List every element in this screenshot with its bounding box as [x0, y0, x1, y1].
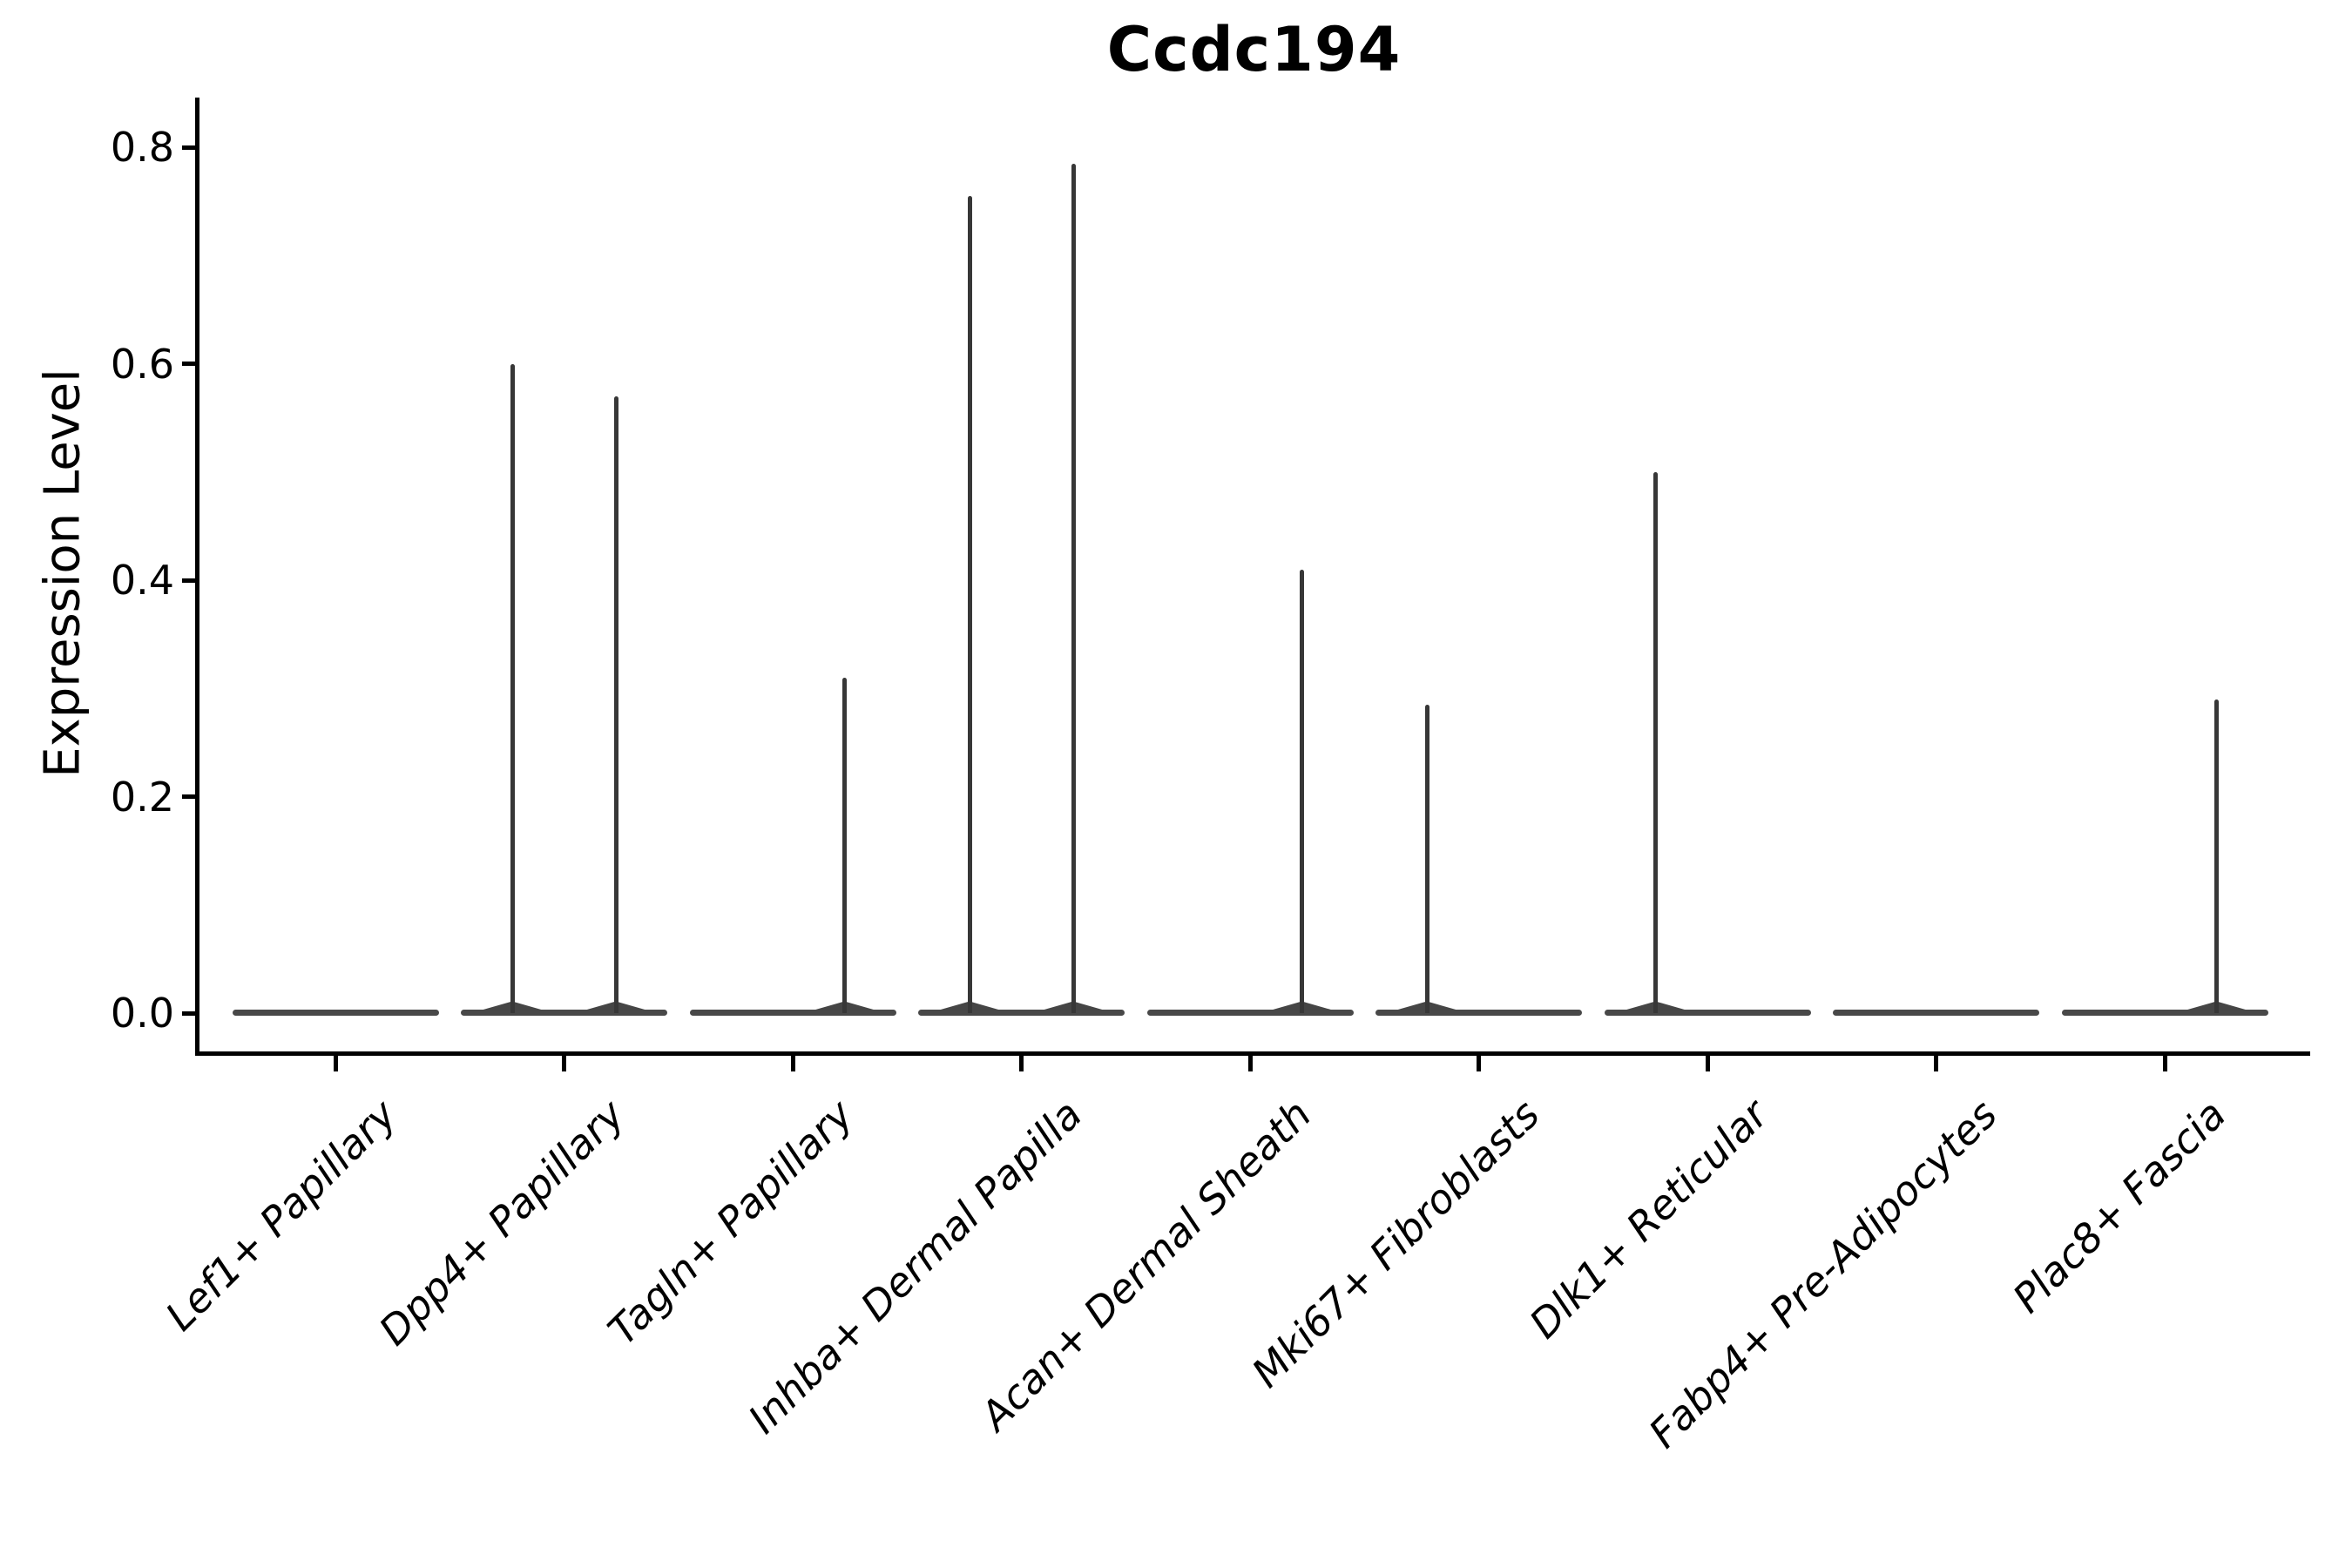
plot-title: Ccdc194 [1106, 14, 1402, 85]
x-axis-tick [790, 1056, 795, 1071]
y-axis-tick [182, 578, 196, 583]
violin-spike [842, 677, 847, 1013]
violin-spike [1300, 569, 1304, 1013]
violin-spike [510, 363, 515, 1013]
y-axis-tick-label: 0.0 [110, 990, 174, 1037]
violin-baseline [1833, 1010, 2039, 1016]
x-axis-tick [1477, 1056, 1481, 1071]
violin-spike [613, 395, 618, 1013]
violin-baseline [1604, 1010, 1811, 1016]
x-axis-tick [1934, 1056, 1938, 1071]
violin-baseline [1146, 1010, 1354, 1016]
x-axis-tick [1247, 1056, 1253, 1071]
x-axis-tick-label: Dpp4+ Papillary [370, 1091, 634, 1355]
violin-baseline [1375, 1010, 1582, 1016]
violin-baseline [918, 1010, 1125, 1016]
x-axis-tick [333, 1056, 338, 1071]
y-axis-tick [182, 794, 196, 799]
x-axis-tick-label: Lef1+ Papillary [156, 1091, 406, 1340]
y-axis-spine [195, 98, 199, 1056]
violin-baseline [461, 1010, 667, 1016]
x-axis-tick [1705, 1056, 1710, 1071]
x-axis-tick-label: Tagln+ Papillary [598, 1091, 863, 1355]
y-axis-tick [182, 145, 196, 150]
x-axis-tick-label: Plac8+ Fascia [2003, 1091, 2235, 1322]
x-axis-tick-label: Dlk1+ Reticular [1520, 1091, 1778, 1348]
violin-baseline [689, 1010, 896, 1016]
violin-spike [1424, 704, 1429, 1013]
y-axis-tick-label: 0.4 [110, 557, 174, 604]
violin-spike [1653, 471, 1658, 1013]
y-axis-tick-label: 0.6 [110, 340, 174, 388]
x-axis-tick [1019, 1056, 1024, 1071]
x-axis-spine [195, 1051, 2310, 1056]
y-axis-tick [182, 1010, 196, 1016]
y-axis-tick [182, 362, 196, 366]
x-axis-tick [2162, 1056, 2167, 1071]
y-axis-tick-label: 0.2 [110, 773, 174, 821]
violin-spike [2214, 699, 2219, 1013]
x-axis-tick [562, 1056, 566, 1071]
violin-baseline [232, 1010, 439, 1016]
y-axis-tick-label: 0.8 [110, 124, 174, 171]
violin-baseline [2061, 1010, 2268, 1016]
violin-spike [1071, 163, 1076, 1013]
violin-spike [967, 195, 972, 1013]
